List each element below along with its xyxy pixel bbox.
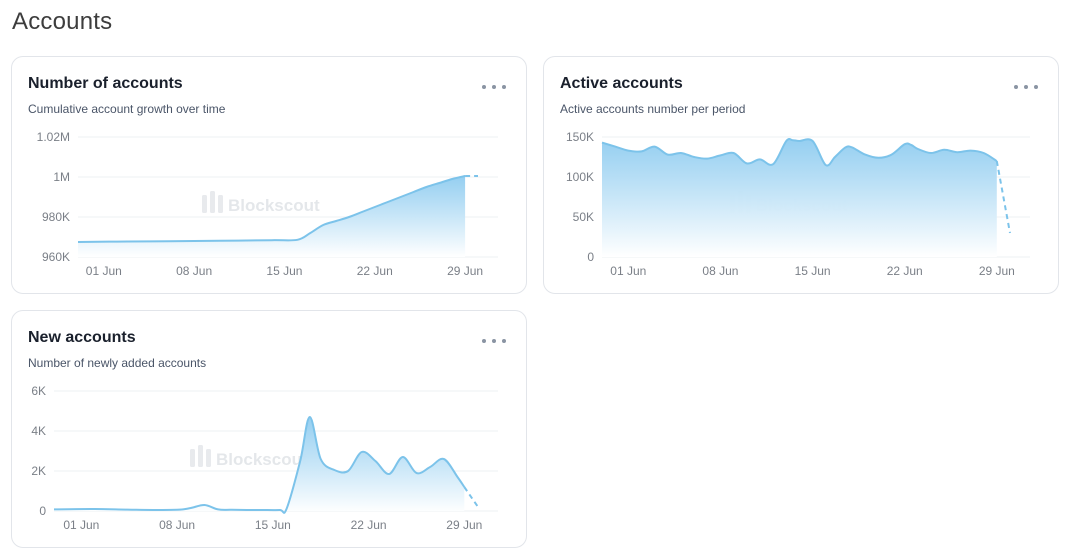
chart-card-active-accounts: 0 50K 100K 150K 01 Jun 08 Jun 15 Jun 22 Jun 29 J… <box>543 56 1059 294</box>
chart-new-accounts[interactable]: 0 2K 4K 6K 01 Jun 08 Jun 15 Jun 22 Jun 29 Jun Blo… <box>12 311 528 549</box>
series-area <box>78 176 466 257</box>
series-area <box>602 138 997 257</box>
y-tick-label: 0 <box>39 504 46 518</box>
series-line <box>77 175 466 243</box>
card-subtitle: Number of newly added accounts <box>28 356 207 370</box>
card-subtitle: Cumulative account growth over time <box>28 102 226 116</box>
blockscout-watermark-icon <box>202 191 223 213</box>
chart-card-new-accounts: 0 2K 4K 6K 01 Jun 08 Jun 15 Jun 22 Jun 29 Jun Blo… <box>11 310 527 548</box>
blockscout-watermark-icon <box>190 445 211 467</box>
y-tick-label: 6K <box>31 384 46 398</box>
chart-menu-button[interactable] <box>482 335 506 347</box>
card-title: Active accounts <box>560 75 683 92</box>
y-tick-label: 1M <box>53 170 70 184</box>
y-tick-label: 150K <box>566 130 594 144</box>
ellipsis-icon <box>482 85 486 89</box>
ellipsis-icon <box>482 339 486 343</box>
x-tick-label: 22 Jun <box>357 264 393 278</box>
x-tick-label: 15 Jun <box>266 264 302 278</box>
x-tick-label: 01 Jun <box>63 518 99 532</box>
card-subtitle: Active accounts number per period <box>560 102 746 116</box>
x-tick-label: 29 Jun <box>446 518 482 532</box>
chart-number-of-accounts[interactable]: 960K 980K 1M 1.02M 01 Jun 08 Jun 15 Jun 22 Jun 2… <box>12 57 528 295</box>
watermark-text: Blockscout <box>216 450 308 469</box>
y-tick-label: 100K <box>566 170 594 184</box>
series-line-dashed <box>463 486 479 508</box>
series-area <box>54 416 465 513</box>
watermark-text: Blockscout <box>228 196 320 215</box>
x-tick-label: 01 Jun <box>610 264 646 278</box>
chart-menu-button[interactable] <box>1014 81 1038 93</box>
x-tick-label: 22 Jun <box>887 264 923 278</box>
x-tick-label: 01 Jun <box>86 264 122 278</box>
y-tick-label: 0 <box>587 250 594 264</box>
series-line <box>601 138 998 167</box>
ellipsis-icon <box>1014 85 1018 89</box>
x-tick-label: 15 Jun <box>255 518 291 532</box>
x-tick-label: 29 Jun <box>447 264 483 278</box>
chart-menu-button[interactable] <box>482 81 506 93</box>
x-tick-label: 22 Jun <box>351 518 387 532</box>
x-tick-label: 08 Jun <box>159 518 195 532</box>
chart-active-accounts[interactable]: 0 50K 100K 150K 01 Jun 08 Jun 15 Jun 22 Jun 29 J… <box>544 57 1060 295</box>
x-tick-label: 08 Jun <box>176 264 212 278</box>
card-title: Number of accounts <box>28 75 183 92</box>
page-title: Accounts <box>12 8 113 35</box>
y-tick-label: 50K <box>573 210 594 224</box>
y-tick-label: 4K <box>31 424 46 438</box>
series-line-dashed <box>995 160 1011 234</box>
x-tick-label: 29 Jun <box>979 264 1015 278</box>
y-tick-label: 980K <box>42 210 70 224</box>
chart-card-number-of-accounts: 960K 980K 1M 1.02M 01 Jun 08 Jun 15 Jun 22 Jun 2… <box>11 56 527 294</box>
y-tick-label: 960K <box>42 250 70 264</box>
series-line <box>53 415 466 514</box>
y-tick-label: 1.02M <box>37 130 70 144</box>
x-tick-label: 08 Jun <box>702 264 738 278</box>
y-tick-label: 2K <box>31 464 46 478</box>
x-tick-label: 15 Jun <box>795 264 831 278</box>
card-title: New accounts <box>28 329 136 346</box>
